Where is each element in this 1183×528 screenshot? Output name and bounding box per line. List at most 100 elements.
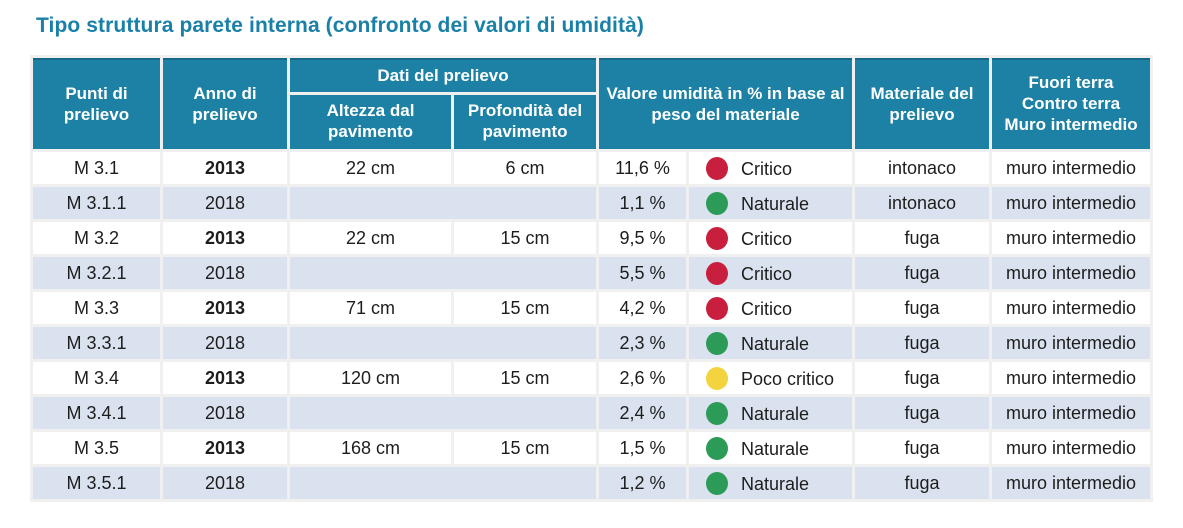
cell-posizione: muro intermedio [992,397,1150,429]
cell-posizione: muro intermedio [992,432,1150,464]
cell-materiale: fuga [855,362,989,394]
cell-valore-umidita: 2,6 % [599,362,686,394]
cell-punto-di-prelievo: M 3.3.1 [33,327,160,359]
cell-valore-umidita: 5,5 % [599,257,686,289]
cell-materiale: fuga [855,222,989,254]
cell-posizione: muro intermedio [992,152,1150,184]
cell-stato-umidita: Critico [689,292,852,324]
cell-stato-umidita: Critico [689,152,852,184]
cell-materiale: fuga [855,467,989,499]
cell-anno-di-prelievo: 2013 [163,292,287,324]
cell-anno-di-prelievo: 2018 [163,397,287,429]
cell-posizione: muro intermedio [992,257,1150,289]
table-body: M 3.1 2013 22 cm 6 cm 11,6 % Critico intonaco m… [33,152,1150,499]
cell-anno-di-prelievo: 2013 [163,152,287,184]
cell-punto-di-prelievo: M 3.5 [33,432,160,464]
cell-stato-umidita: Naturale [689,327,852,359]
status-dot-red-icon [706,296,728,320]
status-label: Naturale [741,403,810,424]
cell-materiale: fuga [855,327,989,359]
col-header-materiale-del-prelievo: Materiale del prelievo [855,58,989,149]
col-header-dati-del-prelievo: Dati del prelievo [290,58,596,92]
cell-valore-umidita: 2,4 % [599,397,686,429]
cell-stato-umidita: Naturale [689,467,852,499]
cell-altezza: 22 cm [290,222,451,254]
status-dot-yellow-icon [706,366,728,390]
cell-profondita: 15 cm [454,292,596,324]
status-dot-green-icon [706,436,728,460]
cell-dati-prelievo-empty [290,397,596,429]
cell-anno-di-prelievo: 2013 [163,222,287,254]
cell-anno-di-prelievo: 2013 [163,432,287,464]
table-row: M 3.5 2013 168 cm 15 cm 1,5 % Naturale fuga mur… [33,432,1150,464]
cell-posizione: muro intermedio [992,467,1150,499]
cell-posizione: muro intermedio [992,187,1150,219]
cell-punto-di-prelievo: M 3.4.1 [33,397,160,429]
cell-dati-prelievo-empty [290,467,596,499]
cell-stato-umidita: Critico [689,222,852,254]
status-dot-green-icon [706,471,728,495]
cell-materiale: intonaco [855,152,989,184]
table-row: M 3.2.1 2018 5,5 % Critico fuga muro intermed… [33,257,1150,289]
cell-materiale: fuga [855,432,989,464]
cell-posizione: muro intermedio [992,327,1150,359]
status-label: Poco critico [741,368,835,389]
cell-punto-di-prelievo: M 3.4 [33,362,160,394]
status-dot-green-icon [706,191,728,215]
cell-valore-umidita: 11,6 % [599,152,686,184]
cell-punto-di-prelievo: M 3.5.1 [33,467,160,499]
cell-punto-di-prelievo: M 3.2 [33,222,160,254]
table-row: M 3.4 2013 120 cm 15 cm 2,6 % Poco critico fug… [33,362,1150,394]
cell-altezza: 168 cm [290,432,451,464]
cell-profondita: 15 cm [454,362,596,394]
cell-materiale: fuga [855,257,989,289]
cell-altezza: 120 cm [290,362,451,394]
cell-anno-di-prelievo: 2018 [163,467,287,499]
cell-punto-di-prelievo: M 3.3 [33,292,160,324]
cell-valore-umidita: 1,2 % [599,467,686,499]
cell-posizione: muro intermedio [992,222,1150,254]
cell-altezza: 71 cm [290,292,451,324]
cell-valore-umidita: 9,5 % [599,222,686,254]
cell-stato-umidita: Naturale [689,397,852,429]
cell-stato-umidita: Critico [689,257,852,289]
status-dot-green-icon [706,401,728,425]
cell-valore-umidita: 1,5 % [599,432,686,464]
page-title: Tipo struttura parete interna (confronto… [36,14,644,37]
cell-altezza: 22 cm [290,152,451,184]
status-label: Critico [741,228,793,249]
cell-stato-umidita: Poco critico [689,362,852,394]
table-row: M 3.1 2013 22 cm 6 cm 11,6 % Critico intonaco m… [33,152,1150,184]
col-header-fuori-terra: Fuori terra Contro terra Muro intermedio [992,58,1150,149]
status-dot-red-icon [706,261,728,285]
cell-materiale: intonaco [855,187,989,219]
cell-profondita: 15 cm [454,432,596,464]
cell-profondita: 6 cm [454,152,596,184]
cell-anno-di-prelievo: 2018 [163,327,287,359]
cell-anno-di-prelievo: 2018 [163,257,287,289]
status-label: Critico [741,298,793,319]
status-dot-red-icon [706,226,728,250]
status-label: Critico [741,263,793,284]
status-label: Naturale [741,193,810,214]
cell-punto-di-prelievo: M 3.1 [33,152,160,184]
cell-anno-di-prelievo: 2018 [163,187,287,219]
cell-punto-di-prelievo: M 3.1.1 [33,187,160,219]
status-label: Naturale [741,438,810,459]
table-row: M 3.3 2013 71 cm 15 cm 4,2 % Critico fuga muro … [33,292,1150,324]
status-dot-red-icon [706,156,728,180]
cell-punto-di-prelievo: M 3.2.1 [33,257,160,289]
cell-posizione: muro intermedio [992,362,1150,394]
cell-stato-umidita: Naturale [689,187,852,219]
cell-profondita: 15 cm [454,222,596,254]
cell-dati-prelievo-empty [290,257,596,289]
col-header-anno-di-prelievo: Anno di prelievo [163,58,287,149]
col-header-altezza-dal-pavimento: Altezza dal pavimento [290,95,451,149]
table-row: M 3.4.1 2018 2,4 % Naturale fuga muro interme… [33,397,1150,429]
table-row: M 3.5.1 2018 1,2 % Naturale fuga muro interme… [33,467,1150,499]
humidity-comparison-table: Punti di prelievo Anno di prelievo Dati … [30,55,1153,502]
status-label: Naturale [741,473,810,494]
cell-materiale: fuga [855,292,989,324]
cell-dati-prelievo-empty [290,327,596,359]
status-dot-green-icon [706,331,728,355]
